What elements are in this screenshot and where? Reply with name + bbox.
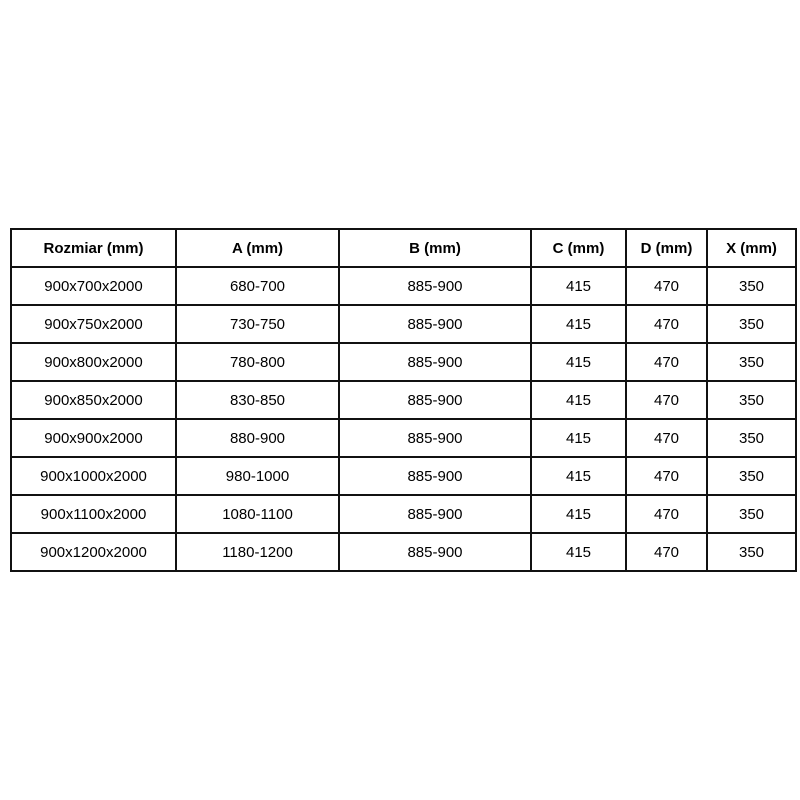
table-cell: 350: [706, 342, 797, 382]
table-cell: 830-850: [175, 380, 340, 420]
size-spec-table: Rozmiar (mm) A (mm) B (mm) C (mm) D (mm)…: [10, 228, 797, 572]
table-cell: 885-900: [338, 456, 532, 496]
table-cell: 900x1100x2000: [10, 494, 177, 534]
table-cell: 350: [706, 380, 797, 420]
table-row: 900x800x2000 780-800 885-900 415 470 350: [10, 342, 797, 382]
table-cell: 470: [625, 266, 708, 306]
table-cell: 350: [706, 532, 797, 572]
table-cell: 885-900: [338, 304, 532, 344]
table-cell: 900x700x2000: [10, 266, 177, 306]
table-header-cell-x: X (mm): [706, 228, 797, 268]
table-cell: 470: [625, 494, 708, 534]
table-cell: 900x750x2000: [10, 304, 177, 344]
table-cell: 470: [625, 532, 708, 572]
table-header-cell-a: A (mm): [175, 228, 340, 268]
table-header-row: Rozmiar (mm) A (mm) B (mm) C (mm) D (mm)…: [10, 228, 797, 268]
table-cell: 415: [530, 494, 627, 534]
table-cell: 415: [530, 418, 627, 458]
table-cell: 470: [625, 418, 708, 458]
table-row: 900x700x2000 680-700 885-900 415 470 350: [10, 266, 797, 306]
table-row: 900x1100x2000 1080-1100 885-900 415 470 350: [10, 494, 797, 534]
table-row: 900x1200x2000 1180-1200 885-900 415 470 350: [10, 532, 797, 572]
table-cell: 470: [625, 342, 708, 382]
table-cell: 900x850x2000: [10, 380, 177, 420]
table-cell: 680-700: [175, 266, 340, 306]
table-row: 900x900x2000 880-900 885-900 415 470 350: [10, 418, 797, 458]
table-row: 900x750x2000 730-750 885-900 415 470 350: [10, 304, 797, 344]
table-cell: 470: [625, 456, 708, 496]
table-cell: 900x900x2000: [10, 418, 177, 458]
table-cell: 885-900: [338, 266, 532, 306]
table-header-cell-d: D (mm): [625, 228, 708, 268]
table-cell: 730-750: [175, 304, 340, 344]
table-header-cell-c: C (mm): [530, 228, 627, 268]
table-cell: 350: [706, 418, 797, 458]
table-cell: 780-800: [175, 342, 340, 382]
table-cell: 900x800x2000: [10, 342, 177, 382]
table-cell: 415: [530, 266, 627, 306]
table-cell: 470: [625, 380, 708, 420]
table-cell: 415: [530, 456, 627, 496]
table-cell: 350: [706, 494, 797, 534]
table-row: 900x850x2000 830-850 885-900 415 470 350: [10, 380, 797, 420]
table-header-cell-rozmiar: Rozmiar (mm): [10, 228, 177, 268]
table-row: 900x1000x2000 980-1000 885-900 415 470 350: [10, 456, 797, 496]
table-cell: 470: [625, 304, 708, 344]
table-cell: 415: [530, 532, 627, 572]
table-cell: 900x1200x2000: [10, 532, 177, 572]
table-cell: 885-900: [338, 342, 532, 382]
table-cell: 350: [706, 456, 797, 496]
table-body: 900x700x2000 680-700 885-900 415 470 350 900x7…: [10, 266, 797, 572]
table-cell: 350: [706, 304, 797, 344]
table-cell: 900x1000x2000: [10, 456, 177, 496]
table-cell: 885-900: [338, 418, 532, 458]
table-cell: 885-900: [338, 494, 532, 534]
table-header-cell-b: B (mm): [338, 228, 532, 268]
table-cell: 1080-1100: [175, 494, 340, 534]
table-cell: 415: [530, 342, 627, 382]
table-cell: 415: [530, 380, 627, 420]
table-cell: 980-1000: [175, 456, 340, 496]
table-cell: 885-900: [338, 380, 532, 420]
table-cell: 350: [706, 266, 797, 306]
table-cell: 415: [530, 304, 627, 344]
table-cell: 880-900: [175, 418, 340, 458]
table-cell: 1180-1200: [175, 532, 340, 572]
size-spec-table-container: Rozmiar (mm) A (mm) B (mm) C (mm) D (mm)…: [10, 228, 797, 572]
table-cell: 885-900: [338, 532, 532, 572]
